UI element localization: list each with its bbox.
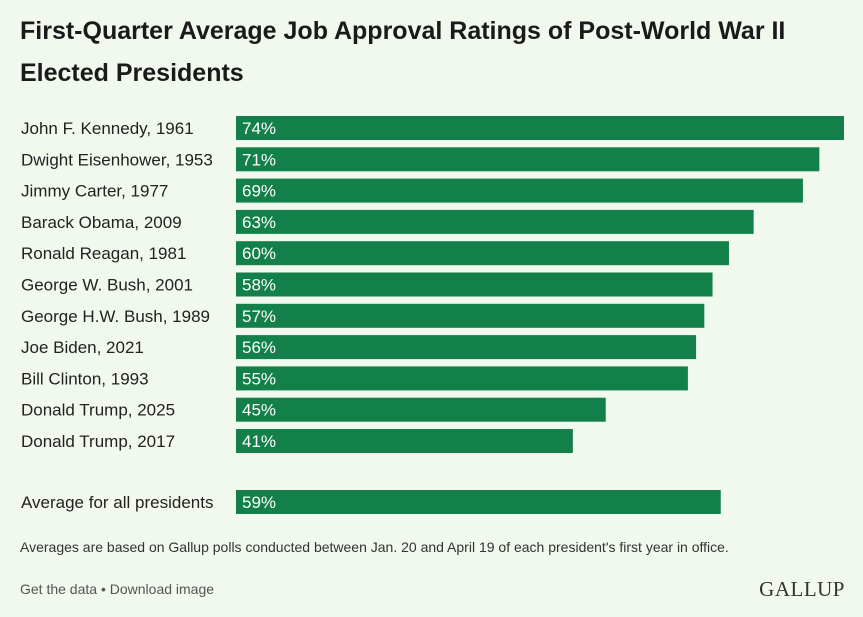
average-value-label: 59% — [242, 493, 276, 512]
bar — [236, 209, 754, 234]
bar-value-label: 58% — [242, 276, 276, 295]
link-separator: • — [97, 581, 110, 597]
category-label: Bill Clinton, 1993 — [21, 369, 149, 388]
bar-value-label: 71% — [242, 150, 276, 169]
bar — [236, 116, 844, 140]
bar — [236, 397, 606, 422]
bar-value-label: 63% — [242, 213, 276, 232]
footer-links: Get the data • Download image — [20, 581, 214, 597]
category-label: Donald Trump, 2025 — [21, 401, 175, 420]
category-label: Dwight Eisenhower, 1953 — [21, 150, 213, 169]
gallup-logo: GALLUP — [759, 577, 845, 601]
bar-value-label: 55% — [242, 369, 276, 388]
category-label: John F. Kennedy, 1961 — [21, 119, 194, 138]
bar — [236, 178, 803, 203]
bar-value-label: 41% — [242, 432, 276, 451]
get-data-link[interactable]: Get the data — [20, 581, 98, 597]
bar — [236, 429, 573, 453]
category-label: George W. Bush, 2001 — [21, 276, 193, 295]
category-label: Donald Trump, 2017 — [21, 432, 175, 451]
average-bar — [236, 490, 721, 514]
category-label: Barack Obama, 2009 — [21, 213, 182, 232]
bar-value-label: 56% — [242, 338, 276, 357]
average-category-label: Average for all presidents — [21, 493, 213, 512]
footnote: Averages are based on Gallup polls condu… — [20, 539, 729, 555]
bar — [236, 335, 697, 360]
category-label: Jimmy Carter, 1977 — [21, 182, 168, 201]
bar-value-label: 69% — [242, 182, 276, 201]
category-label: George H.W. Bush, 1989 — [21, 307, 210, 326]
bar — [236, 241, 729, 266]
bar-value-label: 60% — [242, 244, 276, 263]
category-label: Ronald Reagan, 1981 — [21, 244, 186, 263]
category-label: Joe Biden, 2021 — [21, 338, 144, 357]
bar-value-label: 57% — [242, 307, 276, 326]
download-image-link[interactable]: Download image — [109, 581, 215, 597]
bar-value-label: 74% — [242, 119, 276, 138]
bar — [236, 366, 688, 391]
bar — [236, 272, 713, 297]
bar — [236, 303, 705, 328]
bar-value-label: 45% — [242, 401, 276, 420]
bar — [236, 147, 820, 172]
chart-title: First-Quarter Average Job Approval Ratin… — [20, 17, 786, 87]
